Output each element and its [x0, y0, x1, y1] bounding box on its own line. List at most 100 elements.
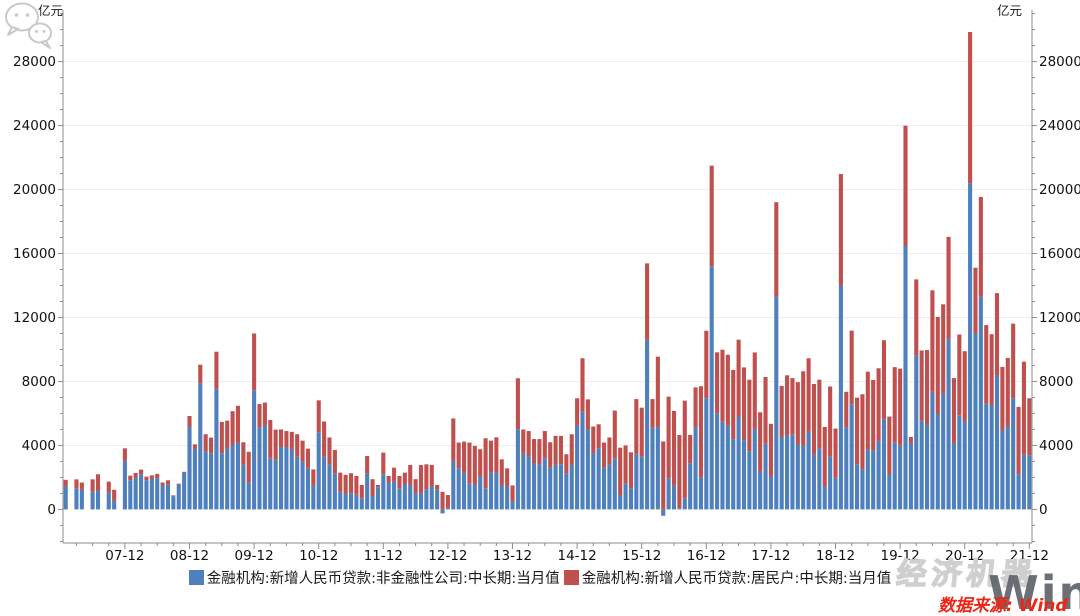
bar-corporate — [548, 467, 553, 510]
bar-corporate — [63, 486, 68, 510]
bar-corporate — [704, 398, 709, 510]
bar-household — [811, 384, 817, 455]
bar-corporate — [892, 442, 897, 510]
bar-household — [612, 410, 617, 459]
bar-corporate — [871, 450, 876, 510]
bar-household — [822, 426, 827, 487]
bar-corporate — [1021, 454, 1026, 510]
bar-household — [860, 394, 865, 470]
bar-household — [295, 434, 300, 457]
bar-household — [467, 442, 472, 484]
bar-household — [876, 368, 881, 441]
bar-corporate — [246, 482, 251, 510]
x-tick-label: 12-12 — [428, 548, 467, 564]
bar-household — [984, 325, 989, 404]
bar-household — [639, 407, 644, 457]
bar-corporate — [623, 483, 628, 510]
bar-corporate — [1011, 398, 1016, 510]
bar-corporate — [273, 459, 278, 510]
bar-corporate — [451, 460, 456, 510]
bar-corporate — [241, 464, 246, 510]
bar-corporate — [354, 494, 359, 510]
bar-household — [688, 434, 693, 464]
bar-corporate — [338, 491, 343, 510]
bar-household — [585, 399, 590, 430]
bar-household — [634, 399, 639, 455]
bar-corporate — [348, 493, 354, 510]
y-tick-label-right: 16000 — [1039, 246, 1080, 262]
y-tick-label-right: 28000 — [1039, 54, 1080, 70]
bar-household — [424, 464, 429, 490]
bar-corporate — [951, 442, 956, 510]
bar-household — [951, 378, 956, 443]
bar-corporate — [112, 500, 117, 510]
bar-household — [768, 423, 773, 477]
corporate-series-label: 金融机构:新增人民币贷款:非金融性公司:中长期:当月值 — [206, 571, 560, 587]
y-tick-label-right: 0 — [1039, 502, 1048, 518]
bar-corporate — [343, 493, 348, 510]
bar-corporate — [908, 442, 913, 510]
bar-household — [273, 429, 278, 460]
bar-corporate — [359, 498, 364, 510]
bar-household — [833, 428, 838, 478]
bar-corporate — [128, 480, 133, 510]
bar-household — [790, 378, 795, 435]
bar-corporate — [1005, 426, 1010, 510]
bar-corporate — [278, 447, 284, 510]
bar-corporate — [898, 445, 903, 510]
bar-corporate — [693, 427, 698, 510]
bar-household — [881, 340, 887, 420]
bar-household — [332, 449, 337, 474]
bar-household — [322, 421, 327, 457]
bar-corporate — [95, 490, 101, 510]
bar-corporate — [634, 454, 639, 510]
legend-item-household[interactable]: 金融机构:新增人民币贷款:居民户:中长期:当月值 — [563, 567, 891, 588]
bar-household — [165, 480, 171, 485]
bar-corporate — [747, 451, 752, 510]
bar-household — [542, 431, 547, 459]
bar-corporate — [682, 498, 687, 510]
bar-household — [553, 435, 558, 465]
bar-household — [941, 304, 946, 394]
bar-corporate — [655, 427, 660, 510]
bar-household — [887, 416, 892, 474]
bar-corporate — [575, 425, 580, 510]
bar-corporate — [505, 486, 510, 510]
bar-household — [483, 438, 488, 489]
bar-household — [451, 418, 456, 461]
bar-household — [898, 368, 903, 446]
bar-corporate — [225, 448, 230, 510]
x-tick-label: 07-12 — [105, 548, 144, 564]
bar-household — [978, 196, 983, 297]
corporate-series-swatch — [188, 570, 204, 585]
bar-household — [95, 474, 101, 491]
bar-household — [316, 400, 321, 433]
legend-item-corporate[interactable]: 金融机构:新增人民币贷款:非金融性公司:中长期:当月值 — [188, 567, 560, 588]
bar-household — [709, 165, 714, 267]
bar-corporate — [736, 416, 741, 510]
bar-household — [526, 431, 531, 457]
bar-corporate — [187, 427, 192, 510]
bar-household — [246, 451, 251, 483]
bar-household — [628, 452, 633, 489]
bar-household — [392, 467, 397, 482]
bar-household — [241, 442, 246, 465]
bar-corporate — [214, 388, 219, 510]
bar-household — [693, 387, 698, 428]
bar-corporate — [645, 339, 650, 510]
bar-corporate — [720, 421, 725, 510]
y-tick-label-right: 8000 — [1039, 374, 1073, 390]
x-tick-label: 11-12 — [364, 548, 403, 564]
bar-household — [499, 459, 504, 485]
bar-corporate — [483, 488, 488, 510]
bar-corporate — [607, 464, 612, 510]
bar-corporate — [801, 445, 806, 510]
bar-household — [962, 351, 967, 422]
bar-corporate — [494, 472, 499, 510]
bar-household — [774, 202, 779, 297]
bar-household — [418, 464, 424, 494]
bar-corporate — [984, 403, 989, 510]
bar-corporate — [601, 467, 607, 510]
bar-corporate — [230, 444, 235, 510]
bar-corporate — [155, 478, 160, 510]
